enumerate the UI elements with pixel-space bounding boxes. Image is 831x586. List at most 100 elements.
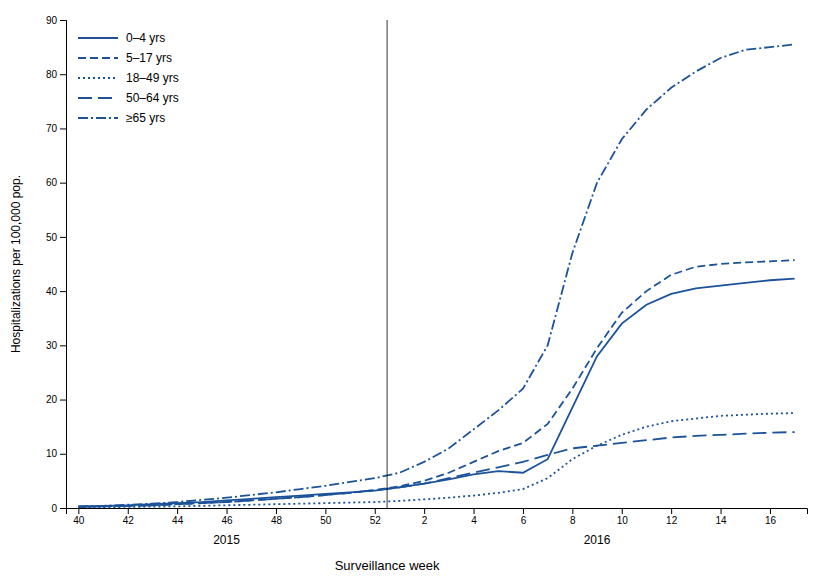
x-tick-mark xyxy=(78,508,79,514)
y-tick-mark xyxy=(60,128,66,129)
x-tick-mark xyxy=(128,508,129,514)
legend-label: 5–17 yrs xyxy=(126,51,172,65)
x-tick-mark xyxy=(572,508,573,514)
legend-swatch xyxy=(78,97,118,99)
legend-label: 0–4 yrs xyxy=(126,31,165,45)
x-tick: 42 xyxy=(123,508,135,526)
x-tick: 46 xyxy=(221,508,233,526)
x-tick-mark xyxy=(177,508,178,514)
x-tick-label: 2 xyxy=(422,515,428,526)
legend-item: ≥65 yrs xyxy=(78,111,165,125)
annotation: 2015 xyxy=(213,533,240,547)
x-tick: 44 xyxy=(172,508,184,526)
x-tick: 4 xyxy=(471,508,477,526)
x-tick-mark xyxy=(375,508,376,514)
series-line xyxy=(78,44,794,506)
x-tick: 48 xyxy=(271,508,283,526)
legend-label: ≥65 yrs xyxy=(126,111,165,125)
series-line xyxy=(78,432,794,507)
x-tick-label: 46 xyxy=(221,515,233,526)
x-tick-mark xyxy=(276,508,277,514)
legend-item: 18–49 yrs xyxy=(78,71,179,85)
y-tick: 70 xyxy=(46,123,66,134)
y-tick-label: 10 xyxy=(46,448,58,459)
x-tick-mark xyxy=(523,508,524,514)
y-tick: 50 xyxy=(46,232,66,243)
legend-label: 18–49 yrs xyxy=(126,71,179,85)
y-tick: 80 xyxy=(46,69,66,80)
y-tick-mark xyxy=(60,183,66,184)
lines xyxy=(78,20,794,508)
y-tick-mark xyxy=(60,237,66,238)
x-tick-label: 4 xyxy=(471,515,477,526)
y-tick-label: 0 xyxy=(51,503,57,514)
y-tick-label: 70 xyxy=(46,123,58,134)
x-tick-label: 10 xyxy=(617,515,629,526)
x-tick-mark xyxy=(721,508,722,514)
y-tick-label: 80 xyxy=(46,69,58,80)
x-tick-label: 50 xyxy=(320,515,332,526)
x-tick: 40 xyxy=(73,508,85,526)
x-tick: 12 xyxy=(666,508,678,526)
y-tick-mark xyxy=(60,508,66,509)
y-tick-mark xyxy=(60,345,66,346)
y-tick: 40 xyxy=(46,286,66,297)
y-tick-mark xyxy=(60,74,66,75)
legend-item: 5–17 yrs xyxy=(78,51,172,65)
y-tick-mark xyxy=(60,291,66,292)
x-tick-mark xyxy=(671,508,672,514)
legend-item: 50–64 yrs xyxy=(78,91,179,105)
legend-swatch xyxy=(78,57,118,59)
y-tick-mark xyxy=(60,20,66,21)
series-line xyxy=(78,413,794,507)
y-tick: 60 xyxy=(46,177,66,188)
series-line xyxy=(78,260,794,507)
x-tick-mark xyxy=(622,508,623,514)
x-tick-label: 6 xyxy=(521,515,527,526)
legend-swatch xyxy=(78,37,118,39)
x-tick: 6 xyxy=(521,508,527,526)
x-axis: 40424446485052246810121416 xyxy=(67,508,808,526)
y-tick-mark xyxy=(60,400,66,401)
x-tick-label: 12 xyxy=(666,515,678,526)
y-tick-label: 20 xyxy=(46,394,58,405)
plot: 4042444648505224681012141601020304050607… xyxy=(9,15,808,573)
x-tick: 14 xyxy=(715,508,727,526)
y-tick-label: 50 xyxy=(46,232,58,243)
x-tick-mark xyxy=(424,508,425,514)
legend: 0–4 yrs 5–17 yrs 18–49 yrs 50–64 yrs ≥65 yrs xyxy=(78,31,179,125)
legend-swatch xyxy=(78,117,118,119)
y-tick-label: 40 xyxy=(46,286,58,297)
x-tick-label: 52 xyxy=(370,515,382,526)
x-tick: 2 xyxy=(422,508,428,526)
legend-item: 0–4 yrs xyxy=(78,31,165,45)
series-line xyxy=(78,279,794,507)
x-tick-mark xyxy=(474,508,475,514)
y-tick: 0 xyxy=(51,503,66,514)
x-axis-line xyxy=(67,509,808,515)
x-tick-mark xyxy=(325,508,326,514)
annotation: 2016 xyxy=(584,533,611,547)
chart: 4042444648505224681012141601020304050607… xyxy=(0,0,831,586)
y-axis-title: Hospitalizations per 100,000 pop. xyxy=(9,175,23,353)
y-tick: 30 xyxy=(46,340,66,351)
x-axis-title: Surveillance week xyxy=(335,558,440,573)
x-tick-label: 14 xyxy=(715,515,727,526)
x-tick: 50 xyxy=(320,508,332,526)
legend-swatch xyxy=(78,77,118,79)
y-tick: 10 xyxy=(46,448,66,459)
x-tick: 52 xyxy=(370,508,382,526)
legend-label: 50–64 yrs xyxy=(126,91,179,105)
x-tick-label: 8 xyxy=(570,515,576,526)
y-tick-label: 90 xyxy=(46,15,58,26)
x-tick: 16 xyxy=(765,508,777,526)
x-tick-label: 48 xyxy=(271,515,283,526)
y-tick: 20 xyxy=(46,394,66,405)
y-tick-label: 30 xyxy=(46,340,58,351)
y-tick-mark xyxy=(60,454,66,455)
x-tick: 10 xyxy=(617,508,629,526)
x-tick-mark xyxy=(227,508,228,514)
x-tick-mark xyxy=(770,508,771,514)
x-tick-label: 44 xyxy=(172,515,184,526)
x-tick-label: 40 xyxy=(73,515,85,526)
